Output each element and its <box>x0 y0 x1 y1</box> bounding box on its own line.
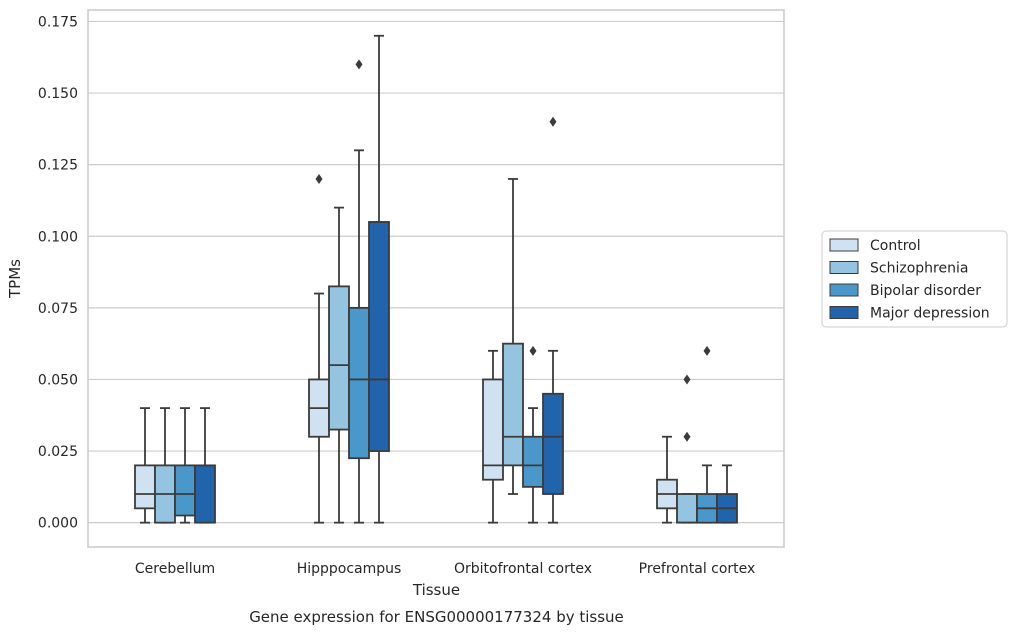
box <box>194 407 216 524</box>
y-tick-label: 0.075 <box>38 301 78 317</box>
box-body <box>522 435 544 488</box>
box-body <box>134 464 156 510</box>
box-body <box>348 306 370 460</box>
box <box>174 407 196 524</box>
y-axis-label: TPMs <box>6 259 24 299</box>
outlier-point <box>683 374 691 385</box>
plot-frame <box>87 9 785 548</box>
box <box>502 178 524 495</box>
legend-swatch <box>829 306 859 319</box>
legend-label: Schizophrenia <box>870 261 968 277</box>
box <box>716 464 738 524</box>
box-body <box>502 342 524 467</box>
box <box>542 116 564 524</box>
outlier-point <box>315 173 323 184</box>
y-tick-label: 0.050 <box>38 372 78 388</box>
x-tick-label: Orbitofrontal cortex <box>454 561 592 577</box>
y-tick-label: 0.150 <box>38 86 78 102</box>
outlier-point <box>355 59 363 70</box>
legend-label: Major depression <box>870 306 990 322</box>
legend-label: Control <box>870 238 921 254</box>
x-tick-label: Hipppocampus <box>297 561 402 577</box>
box-body <box>194 464 216 524</box>
legend: Control Schizophrenia Bipolar disorder Majo… <box>821 230 1008 328</box>
box <box>308 173 330 524</box>
box <box>656 435 678 524</box>
legend-swatch <box>829 238 859 252</box>
box-groups <box>134 34 738 524</box>
y-tick-label: 0.175 <box>38 14 78 30</box>
outlier-point <box>683 431 691 442</box>
box <box>482 349 504 524</box>
y-tick-label: 0.025 <box>38 444 78 460</box>
box-body <box>676 493 698 524</box>
y-tick-labels: 0.000 0.025 0.050 0.075 0.100 0.125 0.150 0.175 <box>38 14 78 531</box>
box-body <box>542 392 564 495</box>
box <box>696 345 718 524</box>
y-tick-label: 0.000 <box>38 516 78 532</box>
x-axis-label: Tissue <box>412 581 460 599</box>
x-tick-labels: Cerebellum Hipppocampus Orbitofrontal cort… <box>135 561 755 577</box>
y-tick-label: 0.100 <box>38 229 78 245</box>
outlier-point <box>703 345 711 356</box>
legend-swatch <box>829 283 859 297</box>
box <box>134 407 156 524</box>
legend-frame <box>821 230 1008 328</box>
box <box>676 374 698 524</box>
x-tick-label: Cerebellum <box>135 561 215 577</box>
outlier-point <box>549 116 557 127</box>
box-body <box>328 285 350 431</box>
legend-label: Bipolar disorder <box>870 283 981 299</box>
x-tick-label: Prefrontal cortex <box>639 561 756 577</box>
outlier-point <box>529 345 537 356</box>
box <box>368 34 390 524</box>
box-body <box>174 464 196 517</box>
box-body <box>368 221 390 452</box>
box <box>522 345 544 524</box>
y-tick-label: 0.125 <box>38 158 78 174</box>
legend-swatch <box>829 261 859 274</box>
chart-title: Gene expression for ENSG00000177324 by t… <box>249 608 624 626</box>
